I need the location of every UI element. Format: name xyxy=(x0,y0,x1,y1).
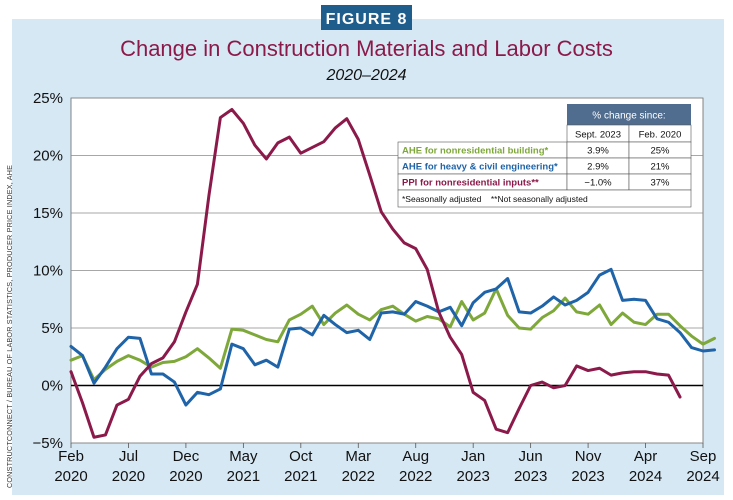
x-tick-label-year: 2020 xyxy=(169,468,202,485)
table-row-v2: 37% xyxy=(650,178,670,189)
x-tick-label-year: 2020 xyxy=(112,468,145,485)
series-line-ppi-for-nonresidential-inputs xyxy=(69,108,682,439)
x-tick-label-year: 2021 xyxy=(227,468,260,485)
x-tick-label-month: May xyxy=(229,448,258,465)
series-line-ahe-for-nonresidential-building xyxy=(69,287,716,382)
x-tick-label-year: 2023 xyxy=(456,468,489,485)
x-axis: Feb 2020 Jul 2020 Dec 2020 May 2021 Oct 2021 Mar 20… xyxy=(54,443,720,485)
table-col1-label: Sept. 2023 xyxy=(575,130,621,141)
x-tick-label-month: Mar xyxy=(345,448,371,465)
chart-subtitle: 2020–2024 xyxy=(325,67,406,84)
x-tick-label-month: Jan xyxy=(461,448,485,465)
table-row-v1: −1.0% xyxy=(584,178,612,189)
table-footnote-box xyxy=(397,189,692,208)
table-row-v1: 2.9% xyxy=(587,162,609,173)
x-tick-label-month: Sep xyxy=(690,448,717,465)
x-tick-label-month: Jun xyxy=(519,448,543,465)
table-row-label: PPI for nonresidential inputs** xyxy=(402,178,539,189)
x-tick-label-month: Aug xyxy=(402,448,429,465)
y-axis: −5% 0% 5% 10% 15% 20% 25% xyxy=(33,90,63,452)
x-tick-label-month: Dec xyxy=(173,448,200,465)
figure-label-badge xyxy=(321,5,412,30)
table-header: % change since: xyxy=(592,111,665,122)
x-tick-label-month: Feb xyxy=(58,448,84,465)
table-row-v2: 25% xyxy=(650,146,670,157)
x-tick-label-year: 2020 xyxy=(54,468,87,485)
x-tick-label-year: 2024 xyxy=(686,468,719,485)
x-tick-label-month: Oct xyxy=(289,448,313,465)
x-tick-label-year: 2022 xyxy=(342,468,375,485)
table-row-label: AHE for nonresidential building* xyxy=(402,146,549,157)
x-tick-label-month: Jul xyxy=(119,448,138,465)
table-header-cell xyxy=(567,104,691,125)
series-lines xyxy=(69,108,716,439)
y-tick-label: 20% xyxy=(33,148,63,165)
y-tick-label: −5% xyxy=(33,435,63,452)
x-tick-label-year: 2023 xyxy=(514,468,547,485)
x-tick-label-month: Apr xyxy=(634,448,657,465)
y-tick-label: 10% xyxy=(33,263,63,280)
x-tick-label-year: 2023 xyxy=(571,468,604,485)
x-tick-label-year: 2022 xyxy=(399,468,432,485)
y-tick-label: 5% xyxy=(41,320,63,337)
source-credit: CONSTRUCTCONNECT / BUREAU OF LABOR STATI… xyxy=(5,165,14,488)
x-tick-label-month: Nov xyxy=(575,448,602,465)
table-footnote: *Seasonally adjusted **Not seasonally ad… xyxy=(402,194,588,204)
figure-label: FIGURE 8 xyxy=(326,11,408,28)
table-row-label: AHE for heavy & civil engineering* xyxy=(402,162,558,173)
y-tick-label: 0% xyxy=(41,378,63,395)
x-tick-label-year: 2024 xyxy=(629,468,662,485)
table-col2-label: Feb. 2020 xyxy=(639,130,682,141)
series-line-ahe-for-heavy-civil-engineering xyxy=(69,267,716,407)
table-row-v2: 21% xyxy=(650,162,670,173)
table-row-v1: 3.9% xyxy=(587,146,609,157)
data-table: % change since: Sept. 2023 Feb. 2020 AHE… xyxy=(397,104,692,208)
y-tick-label: 15% xyxy=(33,205,63,222)
x-tick-label-year: 2021 xyxy=(284,468,317,485)
chart-title: Change in Construction Materials and Lab… xyxy=(120,36,613,61)
y-tick-label: 25% xyxy=(33,90,63,107)
